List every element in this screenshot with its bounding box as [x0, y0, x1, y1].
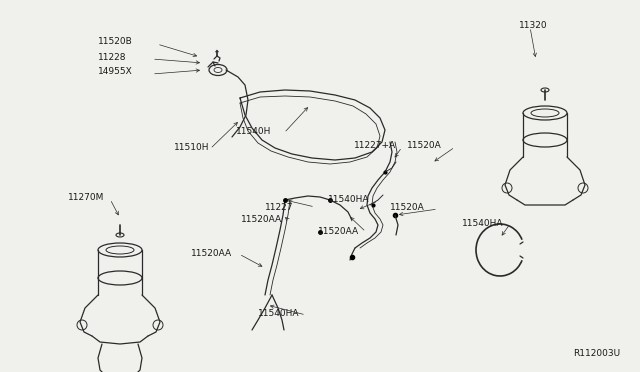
- Text: 11227+A: 11227+A: [354, 141, 396, 150]
- Text: 11520A: 11520A: [407, 141, 442, 150]
- Text: 11540HA: 11540HA: [462, 218, 504, 228]
- Text: 11520AA: 11520AA: [191, 248, 232, 257]
- Text: 11228: 11228: [98, 52, 127, 61]
- Text: R112003U: R112003U: [573, 349, 620, 358]
- Text: 11227: 11227: [265, 202, 294, 212]
- Text: 11520A: 11520A: [390, 203, 425, 212]
- Text: 11520AA: 11520AA: [241, 215, 282, 224]
- Text: 11540HA: 11540HA: [328, 196, 369, 205]
- Text: 11510H: 11510H: [174, 144, 209, 153]
- Text: 11520AA: 11520AA: [318, 227, 359, 235]
- FancyArrow shape: [216, 50, 218, 56]
- Text: 11540H: 11540H: [236, 128, 271, 137]
- Text: 11270M: 11270M: [68, 193, 104, 202]
- Text: 11540HA: 11540HA: [258, 310, 300, 318]
- Text: 11520B: 11520B: [98, 38, 132, 46]
- Text: 14955X: 14955X: [98, 67, 132, 77]
- Text: 11320: 11320: [519, 20, 548, 29]
